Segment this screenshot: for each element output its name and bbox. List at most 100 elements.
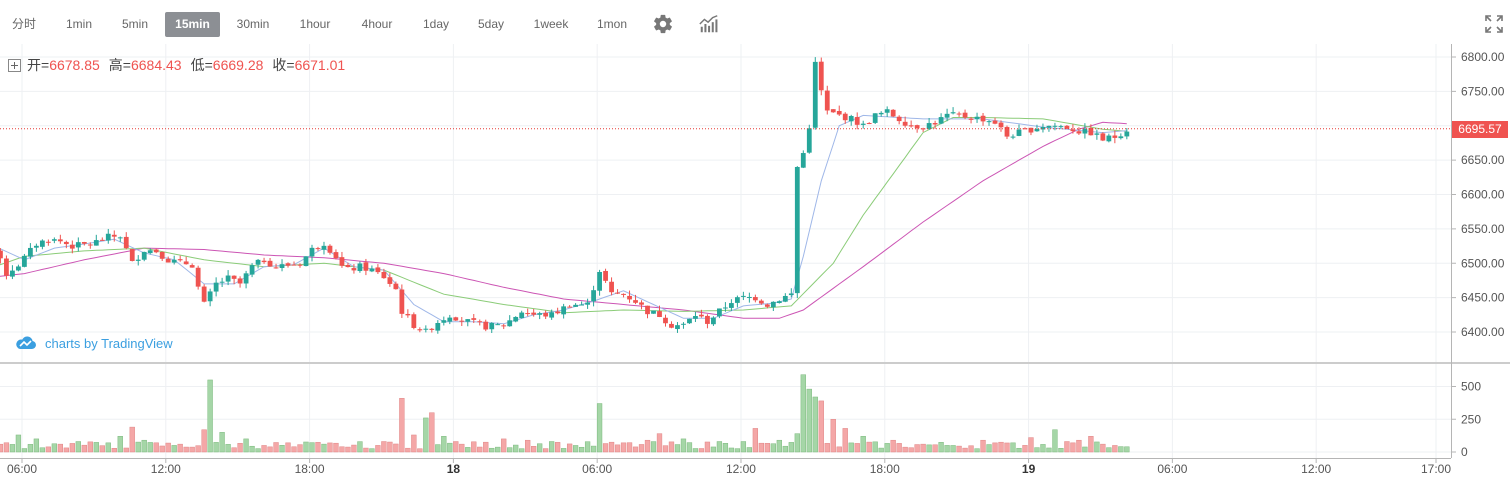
volume-bar: [818, 400, 824, 453]
timeframe-1week[interactable]: 1week: [533, 17, 569, 31]
timeframe-1day[interactable]: 1day: [422, 17, 450, 31]
candle-body: [609, 281, 614, 293]
volume-bar: [537, 443, 543, 453]
candle-body: [16, 266, 21, 271]
volume-bar: [399, 398, 405, 453]
candle-body: [1040, 127, 1046, 130]
candle-body: [585, 302, 590, 305]
fullscreen-icon[interactable]: [1484, 14, 1504, 34]
low-value: 6669.28: [212, 57, 264, 73]
candle-body: [854, 117, 860, 125]
volume-bar: [339, 446, 345, 453]
candle-body: [705, 315, 710, 324]
candle-body: [453, 317, 459, 321]
volume-bar: [255, 448, 261, 453]
settings-gear-icon[interactable]: [652, 13, 674, 35]
volume-bar: [872, 441, 878, 453]
candle-body: [1106, 135, 1112, 142]
volume-axis[interactable]: 500 250 0: [1451, 380, 1481, 460]
volume-bar: [746, 447, 753, 453]
volume-bar: [1052, 429, 1058, 453]
candle-body: [333, 252, 339, 259]
volume-bar: [381, 441, 387, 453]
volume-bar: [201, 429, 207, 453]
candle-body: [968, 118, 974, 120]
candle-body: [375, 267, 381, 273]
volume-bar: [513, 444, 519, 453]
candle-body: [1094, 133, 1100, 135]
volume-bar: [1118, 446, 1124, 453]
candle-body: [33, 245, 39, 248]
volume-tick-label: 500: [1461, 380, 1481, 394]
candle-body: [908, 125, 914, 127]
timeframe-1hour[interactable]: 1hour: [299, 17, 331, 31]
timeframe-fenshi[interactable]: 分时: [11, 17, 36, 31]
timeframe-5min[interactable]: 5min: [121, 17, 148, 31]
volume-bar: [722, 443, 729, 453]
indicators-icon[interactable]: [698, 13, 720, 35]
price-tick-label: 6650.00: [1461, 153, 1505, 167]
volume-bar: [794, 433, 800, 453]
volume-bar: [596, 403, 603, 453]
volume-bar: [1100, 443, 1106, 453]
timeframe-15min[interactable]: 15min: [165, 12, 220, 37]
timeframe-1mon[interactable]: 1mon: [596, 17, 628, 31]
candle-body: [573, 304, 579, 307]
candle-body: [1088, 127, 1094, 136]
chart-area[interactable]: 6800.006750.006700.006650.006600.006550.…: [0, 44, 1510, 480]
candle-body: [303, 256, 309, 267]
candlestick-chart[interactable]: 6800.006750.006700.006650.006600.006550.…: [0, 44, 1510, 480]
volume-bar: [27, 444, 34, 453]
volume-bar: [225, 444, 231, 453]
volume-bar: [584, 441, 591, 453]
volume-bar: [812, 396, 818, 453]
volume-bar: [321, 443, 327, 453]
close-label: 收=: [272, 57, 295, 73]
volume-bar: [453, 441, 459, 453]
timeframe-5day[interactable]: 5day: [477, 17, 505, 31]
volume-bar: [986, 444, 992, 453]
volume-bar: [1094, 441, 1100, 453]
volume-bar: [441, 436, 447, 453]
tradingview-watermark[interactable]: charts by TradingView: [15, 333, 173, 353]
candle-body: [405, 313, 411, 316]
volume-bar: [950, 445, 956, 453]
volume-bar: [686, 442, 693, 453]
candle-body: [495, 324, 501, 326]
volume-bar: [710, 446, 717, 453]
candle-body: [4, 258, 9, 276]
candle-body: [812, 61, 818, 128]
volume-bar: [638, 444, 645, 453]
toolbar: 分时 1min 5min 15min 30min 1hour 4hour 1da…: [0, 0, 1510, 48]
volume-bar: [177, 443, 183, 453]
volume-bar: [632, 446, 639, 453]
candle-body: [507, 320, 513, 327]
volume-bar: [303, 441, 309, 453]
timeframe-1min[interactable]: 1min: [65, 17, 92, 31]
volume-bar: [578, 446, 585, 453]
timeframe-30min[interactable]: 30min: [236, 17, 270, 31]
volume-bar: [944, 445, 950, 453]
tradingview-cloud-icon: [16, 336, 36, 349]
volume-bar: [1034, 447, 1040, 453]
volume-bar: [908, 447, 914, 453]
volume-bar: [0, 443, 4, 453]
volume-bar: [932, 444, 938, 453]
time-axis[interactable]: 06:00 12:00 18:00 18 06:00 12:00 18:00 19 06:00 1…: [7, 458, 1451, 476]
candle-body: [459, 320, 465, 322]
candle-body: [1022, 128, 1028, 130]
price-tick-label: 6400.00: [1461, 325, 1505, 339]
candle-body: [848, 115, 854, 122]
volume-bar: [656, 433, 663, 453]
candle-body: [483, 321, 489, 330]
candle-body: [962, 112, 968, 118]
volume-bar: [9, 444, 16, 453]
volume-bar: [69, 443, 75, 453]
candle-body: [776, 301, 782, 304]
volume-bar: [171, 445, 177, 453]
expand-legend-icon[interactable]: [8, 58, 21, 72]
last-price-label: 6695.57: [1452, 121, 1508, 138]
candle-body: [1028, 127, 1034, 133]
volume-bar: [590, 445, 597, 453]
timeframe-4hour[interactable]: 4hour: [361, 17, 393, 31]
